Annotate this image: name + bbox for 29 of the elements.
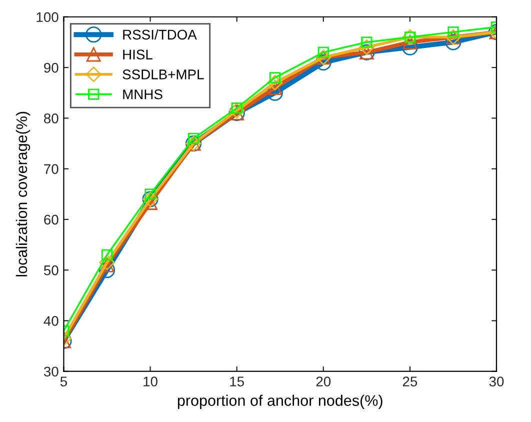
- point: [101, 249, 113, 260]
- x-tick-label: 30: [489, 376, 504, 386]
- point: [100, 258, 114, 272]
- point: [266, 84, 283, 101]
- x-tick-label: 10: [144, 376, 158, 386]
- y-tick-label: 50: [44, 265, 58, 276]
- y-tick-label: 30: [44, 366, 58, 377]
- y-tick-label: 40: [44, 316, 58, 326]
- point: [268, 80, 282, 95]
- y-tick-label: 100: [36, 12, 58, 22]
- y-tick-label: 70: [44, 164, 58, 174]
- x-tick-label: 15: [230, 376, 244, 386]
- legend-label: RSSI/TDOA: [123, 29, 197, 40]
- x-axis-title: proportion of anchor nodes(%): [178, 394, 382, 409]
- x-tick-label: 25: [402, 376, 418, 386]
- y-axis-title: localization coverage(%): [16, 112, 30, 276]
- legend-label: SSDLB+MPL: [122, 70, 204, 80]
- point: [402, 34, 418, 50]
- y-tick-label: 80: [44, 113, 58, 124]
- legend-label: HISL: [123, 50, 152, 60]
- point: [445, 34, 462, 50]
- point: [267, 74, 283, 90]
- legend-label: MNHS: [123, 89, 162, 100]
- point: [229, 102, 245, 118]
- x-tick-label: 5: [60, 376, 67, 386]
- x-tick-label: 20: [316, 376, 331, 386]
- point: [358, 40, 374, 56]
- y-tick-label: 90: [44, 62, 58, 73]
- y-tick-label: 60: [44, 214, 58, 225]
